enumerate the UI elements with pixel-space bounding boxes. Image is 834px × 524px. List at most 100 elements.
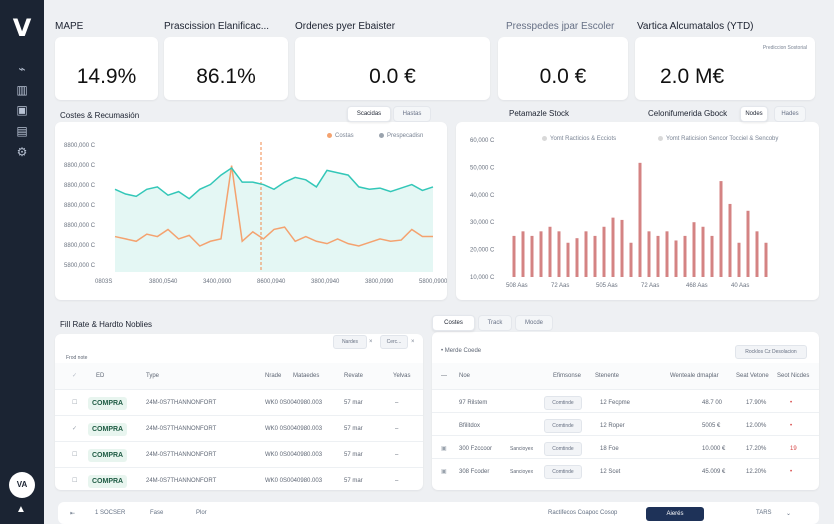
order-value: –	[395, 452, 399, 458]
list-hint: Frod note	[66, 355, 88, 361]
bar	[647, 231, 651, 277]
footer-bar: ⇤ 1 SOCSER Fase Plor Ractifecos Coapoc C…	[58, 502, 819, 524]
filter-button[interactable]: Rocklos Cz Desolacion	[735, 345, 807, 359]
menu-icon[interactable]: —	[441, 373, 447, 379]
status-text: Ractifecos Coapoc Cosop	[548, 510, 618, 516]
settings-icon[interactable]: ⚙	[16, 145, 28, 159]
y-tick-label: 50,000 C	[470, 165, 495, 171]
kpi-value: 86.1%	[196, 65, 256, 88]
y-tick-label: 20,000 C	[470, 248, 495, 254]
order-id: 24M-0S7THANNONFORT	[146, 478, 217, 484]
row-checkbox[interactable]: ☐	[72, 400, 78, 406]
filter-pill-nardes[interactable]: Nardes	[333, 335, 367, 349]
truck-icon[interactable]: ▣	[16, 103, 28, 117]
cost-flag: 19	[790, 446, 797, 452]
order-date: 57 mar	[344, 452, 363, 458]
tab-costes[interactable]: Costes	[432, 315, 475, 331]
bar	[692, 222, 696, 277]
search-icon: •	[441, 348, 444, 354]
size-option-b[interactable]: Plor	[196, 510, 207, 516]
tab-mocde[interactable]: Mocde	[515, 315, 553, 331]
bar	[665, 231, 669, 277]
cost-tag[interactable]: Comtinde	[544, 419, 582, 433]
table-row[interactable]: ☐ COMPRA 24M-0S7THANNONFORT WK0 0S004098…	[55, 389, 423, 415]
x-tick-label: 505 Aas	[596, 283, 618, 289]
avatar[interactable]: VA	[9, 472, 35, 498]
close-icon[interactable]: ×	[369, 339, 373, 345]
pagination-label[interactable]: 1 SOCSER	[95, 510, 126, 516]
search-text: Merde Coede	[444, 348, 482, 354]
cost-flag: •	[790, 469, 793, 475]
cost-tag[interactable]: Comtinde	[544, 442, 582, 456]
size-option-a[interactable]: Fase	[150, 510, 164, 516]
calendar-icon[interactable]: ▤	[16, 124, 28, 138]
table-row[interactable]: ▣ 300 Fzccoor Sancioyex Comtinde 18 Foe 1…	[432, 435, 819, 461]
tab-hades[interactable]: Hades	[774, 106, 806, 122]
y-tick-label: 8800,000 C	[64, 143, 96, 149]
cost-pct: 12.00%	[746, 423, 767, 429]
column-header: Seat Vetone	[736, 373, 769, 379]
order-code: WK0 0S0040980.003	[265, 478, 323, 484]
filter-label: Nardes	[341, 339, 359, 345]
table-row[interactable]: 97 Rilstem Comtinde 12 Fecpme 48.7 00 17…	[432, 389, 819, 415]
status-badge: COMPRA	[88, 423, 128, 436]
tab-hastas[interactable]: Hastas	[393, 106, 431, 122]
tab-track[interactable]: Track	[478, 315, 512, 331]
legend-dot-icon	[542, 136, 547, 141]
y-tick-label: 8800,000 C	[64, 223, 96, 229]
chart-line-icon[interactable]: ⌁	[18, 62, 26, 76]
cost-tag[interactable]: Comtinde	[544, 396, 582, 410]
filter-label: Rocklos Cz Desolacion	[745, 349, 797, 355]
y-tick-label: 30,000 C	[470, 220, 495, 226]
user-label[interactable]: TARS	[756, 510, 772, 516]
bar	[566, 242, 570, 277]
column-header: Revate	[344, 373, 364, 379]
bar	[719, 181, 723, 277]
costs-table-card: Costes Track Mocde • Merde Coede Rocklos…	[432, 315, 819, 490]
order-id: 24M-0S7THANNONFORT	[146, 452, 217, 458]
table-row[interactable]: ☐ COMPRA 24M-0S7THANNONFORT WK0 0S004098…	[55, 467, 423, 493]
bar	[755, 231, 759, 277]
x-tick-label: 72 Aas	[551, 283, 569, 289]
search-label: • Merde Coede	[441, 338, 481, 364]
row-checkbox[interactable]: ✓	[72, 426, 78, 432]
table-row[interactable]: ✓ COMPRA 24M-0S7THANNONFORT WK0 0S004098…	[55, 415, 423, 441]
upload-icon[interactable]: ▲	[16, 504, 26, 515]
chevron-down-icon[interactable]: ⌄	[786, 511, 792, 517]
row-checkbox[interactable]: ☐	[72, 478, 78, 484]
series-line-costs	[114, 165, 433, 247]
primary-button[interactable]: Aierés	[646, 507, 704, 521]
table-row[interactable]: ☐ COMPRA 24M-0S7THANNONFORT WK0 0S004098…	[55, 441, 423, 467]
costs-line-chart: 8800,000 C 8800,000 C 8800,000 C 8800,000 C…	[64, 142, 447, 285]
select-all-checkbox[interactable]: ✓	[72, 373, 78, 379]
order-code: WK0 0S0040980.003	[265, 452, 323, 458]
sidebar-toggle-icon[interactable]: ⇤	[70, 511, 76, 517]
x-tick-label: 508 Aas	[506, 283, 528, 289]
row-checkbox[interactable]: ☐	[72, 452, 78, 458]
x-tick-label: 3800,0940	[311, 279, 340, 285]
cost-name: 308 Fcoder	[459, 469, 490, 475]
close-icon[interactable]: ×	[411, 339, 415, 345]
bar	[521, 231, 525, 277]
bar	[710, 235, 714, 277]
kpi-label: Vartica Alcumatalos (YTD)	[637, 21, 754, 32]
table-row[interactable]: Bfilitdox Comtinde 12 Roper 5005 € 12.00…	[432, 412, 819, 438]
x-tick-label: 40 Aas	[731, 283, 749, 289]
x-tick-label: 5800,0900	[419, 279, 447, 285]
kpi-value: 2.0 M€	[660, 65, 725, 88]
filter-pill-cerc[interactable]: Cerc...	[380, 335, 408, 349]
bar	[584, 231, 588, 277]
bar	[674, 240, 678, 277]
kpi-value: 0.0 €	[539, 65, 587, 88]
tab-scacidas[interactable]: Scacidas	[347, 106, 391, 122]
cost-tag[interactable]: Comtinde	[544, 465, 582, 479]
bar	[638, 162, 642, 277]
chart-bars-icon[interactable]: ▥	[16, 83, 28, 97]
y-tick-label: 8800,000 C	[64, 203, 96, 209]
column-header: Yelvas	[393, 373, 411, 379]
status-badge: COMPRA	[88, 449, 128, 462]
table-row[interactable]: ▣ 308 Fcoder Sancioyex Comtinde 12 Scet 4…	[432, 458, 819, 484]
column-header: ED	[96, 373, 105, 379]
tab-nodes[interactable]: Nodes	[740, 106, 768, 122]
cost-name: 300 Fzccoor	[459, 446, 493, 452]
